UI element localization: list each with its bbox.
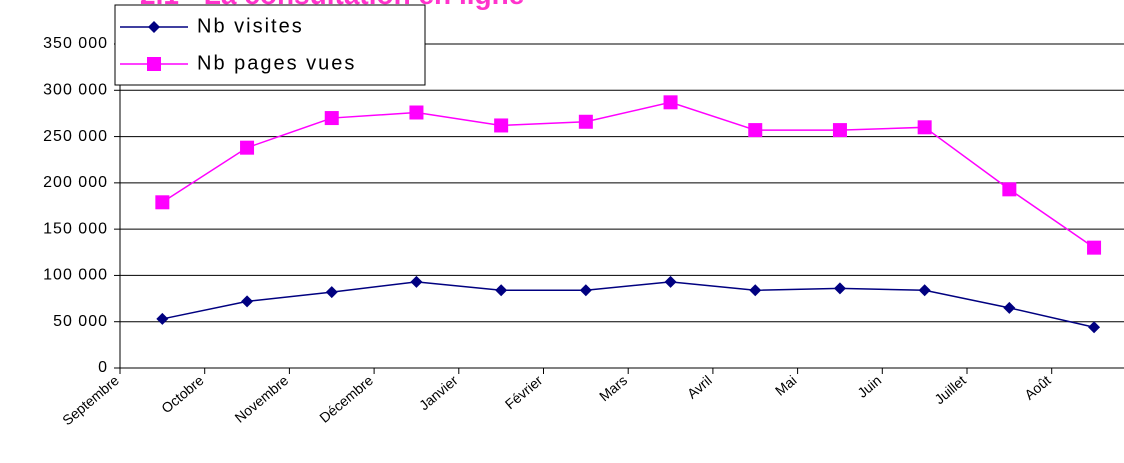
marker [410,275,423,288]
y-tick-label: 50 000 [53,313,108,330]
marker [664,275,677,288]
marker [918,284,931,297]
legend-box [114,4,426,86]
marker [1087,240,1102,255]
marker [832,123,847,138]
y-tick-label: 350 000 [43,35,108,52]
legend: Nb visites Nb pages vues [114,4,426,86]
marker [409,105,424,120]
y-tick-label: 200 000 [43,174,108,191]
x-tick-label: Août [1021,372,1053,403]
x-tick-label: Mai [772,372,800,399]
x-tick-label: Juillet [931,372,969,407]
series-line [161,101,1095,249]
marker [155,195,170,210]
x-tick-label: Février [502,372,546,412]
y-tick-label: 250 000 [43,128,108,145]
y-tick-label: 150 000 [43,220,108,237]
legend-label: Nb pages vues [197,52,356,74]
marker [325,286,338,299]
y-tick-label: 0 [98,359,108,376]
marker [578,114,593,129]
x-tick-label: Mars [596,372,630,404]
x-tick-label: Janvier [416,372,461,413]
marker [324,111,339,126]
marker [1088,321,1101,334]
x-tick-label: Décembre [316,372,376,426]
x-tick-label: Octobre [158,372,207,416]
x-tick-label: Juin [854,372,884,401]
marker [833,282,846,295]
marker [495,284,508,297]
marker [494,118,509,133]
marker [579,284,592,297]
legend-marker [148,21,160,33]
legend-label: Nb visites [197,15,304,37]
marker [748,123,763,138]
x-tick-label: Novembre [232,372,292,426]
marker [917,120,932,135]
marker [749,284,762,297]
legend-marker [147,57,161,71]
marker [240,140,255,155]
marker [1002,182,1017,197]
marker [1003,301,1016,314]
y-tick-label: 100 000 [43,267,108,284]
marker [156,312,169,325]
y-tick-label: 300 000 [43,82,108,99]
marker [241,295,254,308]
x-tick-label: Septembre [59,372,122,428]
x-tick-label: Avril [684,372,715,402]
marker [663,95,678,110]
series-line [162,281,1095,328]
